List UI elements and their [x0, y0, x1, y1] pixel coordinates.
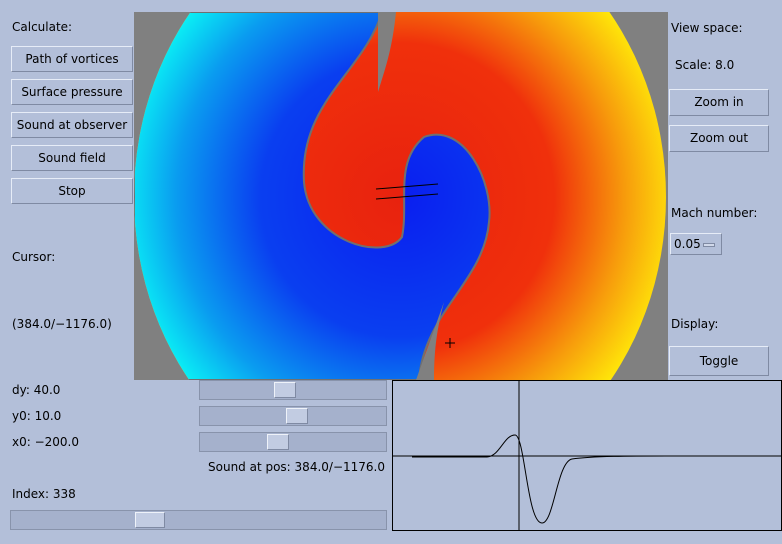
- dropdown[interactable]: 0.05: [670, 233, 722, 255]
- slider[interactable]: [199, 406, 387, 426]
- label: Cursor:: [12, 250, 56, 264]
- sound-field-image[interactable]: [134, 12, 668, 380]
- button[interactable]: Surface pressure: [11, 79, 133, 105]
- label: Sound at pos: 384.0/−1176.0: [208, 460, 385, 474]
- label: Display:: [671, 317, 719, 331]
- label: Index: 338: [12, 487, 76, 501]
- button[interactable]: Sound at observer: [11, 112, 133, 138]
- slider[interactable]: [199, 432, 387, 452]
- label: (384.0/−1176.0): [12, 317, 112, 331]
- scrollbar[interactable]: [10, 510, 387, 530]
- button[interactable]: Zoom out: [669, 125, 769, 152]
- slider[interactable]: [199, 380, 387, 400]
- label: dy: 40.0: [12, 383, 61, 397]
- button[interactable]: Path of vortices: [11, 46, 133, 72]
- label: View space:: [671, 21, 743, 35]
- label: Scale: 8.0: [675, 58, 735, 72]
- label: Mach number:: [671, 206, 758, 220]
- label: y0: 10.0: [12, 409, 62, 423]
- label: Calculate:: [12, 20, 73, 34]
- button[interactable]: Stop: [11, 178, 133, 204]
- button[interactable]: Zoom in: [669, 89, 769, 116]
- dropdown-value: 0.05: [674, 237, 701, 251]
- waveform-plot: [392, 380, 782, 531]
- label: x0: −200.0: [12, 435, 80, 449]
- button[interactable]: Toggle: [669, 346, 769, 376]
- button[interactable]: Sound field: [11, 145, 133, 171]
